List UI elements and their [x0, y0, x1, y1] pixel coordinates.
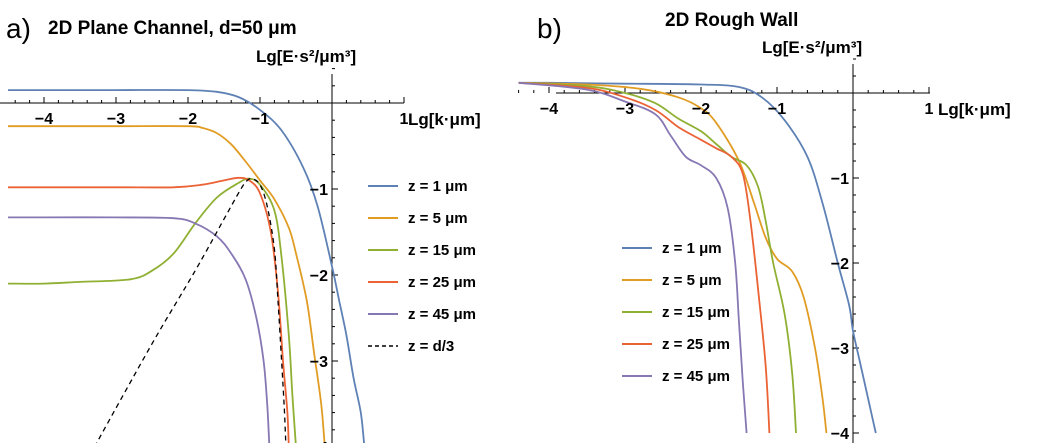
series-line-2: [7, 125, 326, 443]
panel-a: a) 2D Plane Channel, d=50 μm Lg[E·s²/μm³…: [0, 13, 481, 443]
panel-b-legend: z = 1 μm z = 5 μm z = 15 μm z = 25 μm z = 45…: [622, 240, 730, 385]
series-line-5: [518, 81, 748, 434]
panel-a-lines: [7, 89, 365, 443]
y-tick-label: −2: [831, 256, 849, 273]
series-line-4: [8, 176, 290, 443]
y-tick-label: −1: [310, 182, 328, 199]
legend-label-2: z = 5 μm: [408, 210, 468, 227]
legend-label-5: z = 45 μm: [662, 368, 730, 385]
x-tick-label: −3: [616, 101, 634, 118]
legend-label-5: z = 45 μm: [408, 306, 476, 323]
x-tick-label: −4: [540, 101, 558, 118]
y-tick-label: −3: [831, 341, 849, 358]
series-line-1: [7, 89, 365, 443]
legend-label-6: z = d/3: [408, 338, 454, 355]
x-tick-label: −4: [35, 111, 53, 128]
panel-b-lines: [518, 81, 877, 434]
series-line-6: [95, 177, 287, 443]
panel-b-ylabel: Lg[E·s²/μm³]: [762, 38, 862, 57]
legend-label-3: z = 15 μm: [662, 304, 730, 321]
panel-b-label: b): [537, 13, 562, 44]
panel-b-axes: [518, 58, 930, 443]
series-line-5: [8, 216, 271, 443]
series-line-4: [518, 81, 771, 434]
y-tick-label: −1: [831, 171, 849, 188]
x-tick-label: −2: [692, 101, 710, 118]
y-tick-label: −3: [310, 354, 328, 371]
panel-a-ticks: −4 −3 −2 −1 1 −1 −2 −3 −4: [35, 111, 409, 443]
y-tick-label: −2: [310, 268, 328, 285]
series-line-3: [7, 177, 297, 443]
panel-a-xlabel: Lg[k·μm]: [408, 110, 481, 129]
x-tick-label: −3: [107, 111, 125, 128]
panel-a-title: 2D Plane Channel, d=50 μm: [48, 18, 297, 39]
legend-label-1: z = 1 μm: [408, 178, 468, 195]
legend-label-4: z = 25 μm: [408, 274, 476, 291]
panel-b: b) 2D Rough Wall Lg[E·s²/μm³] Lg[k·μm] −…: [518, 10, 1011, 443]
legend-label-2: z = 5 μm: [662, 272, 722, 289]
panel-a-ylabel: Lg[E·s²/μm³]: [256, 47, 356, 66]
panel-b-xlabel: Lg[k·μm]: [938, 100, 1011, 119]
y-tick-label: −4: [831, 426, 849, 443]
series-line-1: [518, 81, 877, 434]
legend-label-4: z = 25 μm: [662, 336, 730, 353]
panel-b-ticks: −4 −3 −2 −1 1 −1 −2 −3 −4: [540, 101, 934, 443]
x-tick-label: 1: [925, 101, 934, 118]
panel-a-axes: [0, 68, 405, 443]
panel-b-title: 2D Rough Wall: [665, 10, 798, 31]
panel-a-legend: z = 1 μm z = 5 μm z = 15 μm z = 25 μm z = 45…: [368, 178, 476, 355]
series-line-2: [518, 81, 828, 434]
panel-a-label: a): [6, 13, 31, 44]
x-tick-label: −2: [179, 111, 197, 128]
x-tick-label: −1: [768, 101, 786, 118]
x-tick-label: 1: [400, 111, 409, 128]
x-tick-label: −1: [251, 111, 269, 128]
legend-label-3: z = 15 μm: [408, 242, 476, 259]
y-tick-label: −4: [310, 440, 328, 443]
legend-label-1: z = 1 μm: [662, 240, 722, 257]
